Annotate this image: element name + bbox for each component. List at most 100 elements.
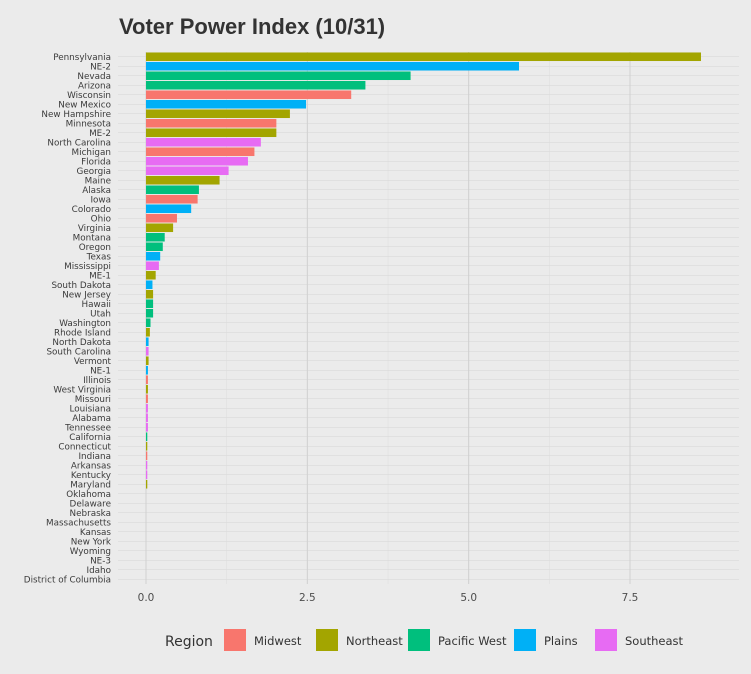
y-tick-label: Nebraska xyxy=(70,509,112,519)
y-tick-label: Rhode Island xyxy=(54,328,111,338)
y-tick-label: Mississippi xyxy=(64,262,111,272)
bar-iowa xyxy=(146,194,198,204)
y-tick-label: Florida xyxy=(81,157,111,167)
bar-illinois xyxy=(146,375,148,385)
y-tick-label: Louisiana xyxy=(69,404,111,414)
y-tick-label: Colorado xyxy=(72,205,111,215)
bar-utah xyxy=(146,308,154,318)
y-tick-label: North Carolina xyxy=(47,138,111,148)
y-tick-label: Missouri xyxy=(75,395,111,405)
y-tick-label: New Mexico xyxy=(58,100,111,110)
y-tick-label: New Hampshire xyxy=(41,110,111,120)
bar-maryland xyxy=(146,479,148,489)
bar-rhode-island xyxy=(146,327,150,337)
y-tick-label: Washington xyxy=(59,319,111,329)
y-tick-label: Pennsylvania xyxy=(53,53,111,63)
y-tick-label: Texas xyxy=(86,252,112,262)
bar-colorado xyxy=(146,204,192,214)
x-tick-label: 0.0 xyxy=(138,592,155,604)
legend-key xyxy=(316,629,338,651)
y-tick-label: Maryland xyxy=(70,480,111,490)
chart-title: Voter Power Index (10/31) xyxy=(119,14,386,39)
y-tick-label: Indiana xyxy=(78,452,111,462)
bar-louisiana xyxy=(146,403,148,413)
y-tick-label: Ohio xyxy=(91,214,111,224)
y-tick-label: Wyoming xyxy=(70,547,111,557)
bar-texas xyxy=(146,251,161,261)
bar-new-mexico xyxy=(146,99,307,109)
y-tick-label: ME-2 xyxy=(89,129,111,139)
y-tick-label: Vermont xyxy=(74,357,112,367)
y-tick-label: ME-1 xyxy=(89,271,111,281)
bar-kentucky xyxy=(146,470,148,480)
bar-pennsylvania xyxy=(146,52,701,62)
bar-wisconsin xyxy=(146,90,352,100)
legend: Region Midwest Northeast Pacific West Plains… xyxy=(165,629,684,651)
y-tick-label: California xyxy=(69,433,111,443)
bar-west-virginia xyxy=(146,384,148,394)
y-tick-label: Idaho xyxy=(86,566,111,576)
y-tick-label: Utah xyxy=(90,309,111,319)
y-tick-label: Alaska xyxy=(82,186,111,196)
y-tick-label: Maine xyxy=(85,176,111,186)
y-tick-label: Alabama xyxy=(72,414,111,424)
y-tick-label: Oregon xyxy=(79,243,111,253)
legend-label: Northeast xyxy=(346,634,403,648)
bar-alabama xyxy=(146,413,148,423)
y-tick-label: NE-1 xyxy=(90,366,111,376)
bar-mississippi xyxy=(146,261,159,271)
bar-me-1 xyxy=(146,270,156,280)
y-tick-label: NE-2 xyxy=(90,62,111,72)
bar-vermont xyxy=(146,356,149,366)
legend-label: Midwest xyxy=(254,634,302,648)
y-tick-label: West Virginia xyxy=(53,385,111,395)
legend-key xyxy=(514,629,536,651)
y-tick-label: District of Columbia xyxy=(24,575,111,585)
bar-nevada xyxy=(146,71,411,81)
bar-arizona xyxy=(146,80,366,90)
y-axis-labels: PennsylvaniaNE-2NevadaArizonaWisconsinNe… xyxy=(24,53,112,586)
bar-new-jersey xyxy=(146,289,154,299)
y-tick-label: Oklahoma xyxy=(66,490,111,500)
x-tick-label: 7.5 xyxy=(622,592,639,604)
legend-key xyxy=(595,629,617,651)
bar-virginia xyxy=(146,223,174,233)
y-tick-label: North Dakota xyxy=(52,338,111,348)
bar-montana xyxy=(146,232,165,242)
y-tick-label: Kansas xyxy=(80,528,112,538)
y-tick-label: Virginia xyxy=(78,224,111,234)
bar-north-carolina xyxy=(146,137,261,147)
bar-hawaii xyxy=(146,299,154,309)
y-tick-label: Nevada xyxy=(77,72,111,82)
y-tick-label: Arizona xyxy=(78,81,111,91)
y-tick-label: Connecticut xyxy=(58,442,111,452)
y-tick-label: New Jersey xyxy=(62,290,111,300)
bar-ohio xyxy=(146,213,177,223)
bar-florida xyxy=(146,156,248,166)
bar-minnesota xyxy=(146,118,277,128)
bar-north-dakota xyxy=(146,337,149,347)
y-tick-label: Delaware xyxy=(70,499,111,509)
bar-new-hampshire xyxy=(146,109,290,119)
bar-oregon xyxy=(146,242,163,252)
x-axis-labels: 0.0 2.5 5.0 7.5 xyxy=(138,592,639,604)
y-tick-label: Wisconsin xyxy=(67,91,111,101)
y-tick-label: South Dakota xyxy=(51,281,111,291)
y-tick-label: Minnesota xyxy=(66,119,111,129)
x-tick-label: 5.0 xyxy=(460,592,477,604)
legend-key xyxy=(408,629,430,651)
y-tick-label: NE-3 xyxy=(90,556,111,566)
bar-layer xyxy=(146,52,701,489)
bar-maine xyxy=(146,175,220,185)
y-tick-label: Massachusetts xyxy=(46,518,111,528)
bar-arkansas xyxy=(146,460,148,470)
bar-ne-1 xyxy=(146,365,148,375)
legend-label: Plains xyxy=(544,634,578,648)
bar-me-2 xyxy=(146,128,277,138)
bar-tennessee xyxy=(146,422,148,432)
y-tick-label: Tennessee xyxy=(64,423,111,433)
y-tick-label: Iowa xyxy=(90,195,111,205)
bar-missouri xyxy=(146,394,148,404)
y-tick-label: Arkansas xyxy=(71,461,112,471)
